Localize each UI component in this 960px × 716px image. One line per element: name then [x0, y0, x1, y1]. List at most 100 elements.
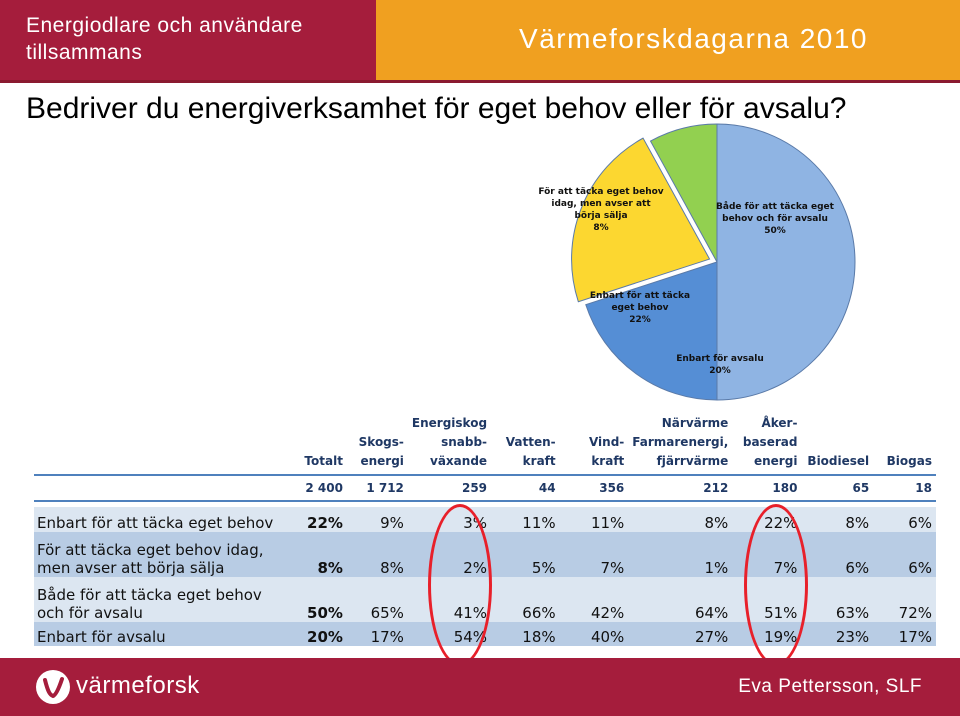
value-cell: 8%	[801, 507, 874, 532]
total-cell: 2 400	[293, 474, 347, 502]
total-cell: 18	[873, 474, 936, 502]
pie-label-1: Både för att täcka eget behov och för avs…	[700, 201, 850, 237]
header-cell-skogs-energi: Skogs-energi	[347, 414, 408, 475]
pie-label-line: Enbart för avsalu	[676, 354, 764, 364]
pie-label-line: idag, men avser att	[551, 199, 651, 209]
pie-slice-2	[585, 261, 718, 401]
value-cell: 8%	[293, 532, 347, 577]
total-cell: 259	[407, 474, 492, 502]
header-line: växande	[430, 454, 488, 468]
header-cell-vatten-kraft: Vatten-kraft	[491, 414, 560, 475]
header-cell-totalt: Totalt	[294, 414, 347, 475]
header-line: kraft	[591, 454, 625, 468]
pie-label-line: Både för att täcka eget	[716, 202, 834, 212]
header-divider	[0, 80, 960, 83]
table-row: Enbart för att täcka eget behov 22% 9% 3% 11…	[34, 507, 936, 532]
highlight-circle-energiskog	[428, 504, 492, 666]
row-label-line: Både för att täcka eget behov	[37, 586, 262, 604]
value-cell: 18%	[491, 622, 560, 646]
header-line: Skogs-	[358, 435, 404, 449]
value-cell: 22%	[293, 507, 347, 532]
header-line: energi	[360, 454, 404, 468]
footer-bar	[0, 658, 960, 716]
value-cell: 6%	[801, 532, 874, 577]
header-cell-empty	[34, 414, 294, 475]
header-cell-energiskog-snabb-v-xande: Energiskog snabb-växande	[408, 414, 491, 475]
value-cell: 5%	[491, 532, 560, 577]
pie-label-line: 50%	[764, 226, 786, 236]
slide-question: Bedriver du energiverksamhet för eget be…	[26, 92, 847, 125]
header-right-bar	[376, 0, 960, 80]
row-label: Enbart för avsalu	[34, 622, 294, 646]
header-line: snabb-	[441, 435, 488, 449]
header-line: Vatten-	[505, 435, 556, 449]
total-cell: 44	[491, 474, 560, 502]
footer-logo-text: värmeforsk	[76, 672, 200, 699]
pie-label-line: 22%	[629, 315, 651, 325]
value-cell: 1%	[628, 532, 733, 577]
pie-slice-4	[649, 123, 718, 263]
value-cell: 42%	[559, 577, 629, 622]
header-line: Åker-	[761, 416, 798, 430]
header-cell-biogas: Biogas	[873, 414, 936, 475]
header-left-bar	[0, 0, 376, 80]
row-label-line: För att täcka eget behov idag,	[37, 541, 264, 559]
value-cell: 17%	[346, 622, 408, 646]
table-header-row: Totalt Skogs-energi Energiskog snabb-växand…	[34, 414, 936, 475]
pie-label-line: behov och för avsalu	[722, 214, 828, 224]
header-cell-ker-baserad-energi: Åker-baserad energi	[732, 414, 801, 475]
value-cell: 6%	[873, 532, 936, 577]
total-cell: 180	[732, 474, 802, 502]
pie-label-2: Enbart för avsalu 20%	[670, 353, 770, 377]
pie-label-4: För att täcka eget behov idag, men avser …	[536, 186, 666, 234]
value-cell: 40%	[559, 622, 629, 646]
pie-slice-3	[571, 137, 711, 303]
row-label-line: Enbart för avsalu	[37, 628, 166, 646]
pie-label-line: eget behov	[611, 303, 669, 313]
header-line: fjärrvärme	[656, 454, 729, 468]
header-line: Totalt	[304, 454, 343, 468]
header-right-title: Värmeforskdagarna 2010	[519, 23, 868, 54]
total-cell: 212	[628, 474, 733, 502]
value-cell: 9%	[346, 507, 408, 532]
header-line: Biodiesel	[807, 454, 870, 468]
pie-label-line: För att täcka eget behov	[538, 187, 664, 197]
row-label-line: men avser att börja sälja	[37, 559, 225, 577]
value-cell: 64%	[628, 577, 733, 622]
varmeforsk-logo-icon	[36, 670, 70, 704]
header-cell-n-rv-rme-farmarenergi-fj-rrv-rme: Närvärme Farmarenergi, fjärrvärme	[628, 414, 732, 475]
pie-label-line: Enbart för att täcka	[589, 291, 691, 301]
header-line: baserad	[742, 435, 798, 449]
header-line: energi	[753, 454, 798, 468]
header-cell-vind-kraft: Vind-kraft	[560, 414, 629, 475]
value-cell: 8%	[346, 532, 408, 577]
header-line: Vind-	[588, 435, 625, 449]
value-cell: 11%	[559, 507, 629, 532]
value-cell: 17%	[873, 622, 936, 646]
row-label: Enbart för att täcka eget behov	[34, 507, 294, 532]
row-label: Både för att täcka eget behov och för avs…	[34, 577, 294, 622]
pie-label-line: 20%	[709, 366, 731, 376]
pie-label-line: 8%	[593, 223, 609, 233]
value-cell: 20%	[293, 622, 347, 646]
value-cell: 66%	[491, 577, 560, 622]
highlight-circle-akerbaserad	[744, 504, 808, 666]
header-line: Energiskog	[411, 416, 488, 430]
value-cell: 6%	[873, 507, 936, 532]
row-label-line: och för avsalu	[37, 604, 143, 622]
header-line: Närvärme	[661, 416, 729, 430]
row-label-line: Enbart för att täcka eget behov	[37, 514, 274, 532]
value-cell: 72%	[873, 577, 936, 622]
total-cell	[34, 474, 294, 502]
pie-label-3: Enbart för att täcka eget behov 22%	[575, 290, 705, 326]
value-cell: 65%	[346, 577, 408, 622]
value-cell: 11%	[491, 507, 560, 532]
total-cell: 65	[801, 474, 874, 502]
value-cell: 50%	[293, 577, 347, 622]
header-cell-biodiesel: Biodiesel	[801, 414, 873, 475]
totals-row: 2 400 1 712 259 44 356 212 180 65 18	[34, 474, 936, 502]
header-left-title: Energiodlare och användare tillsammans	[26, 14, 303, 64]
header-line: Biogas	[886, 454, 932, 468]
footer-author: Eva Pettersson, SLF	[738, 676, 922, 697]
pie-label-line: börja sälja	[574, 211, 628, 221]
